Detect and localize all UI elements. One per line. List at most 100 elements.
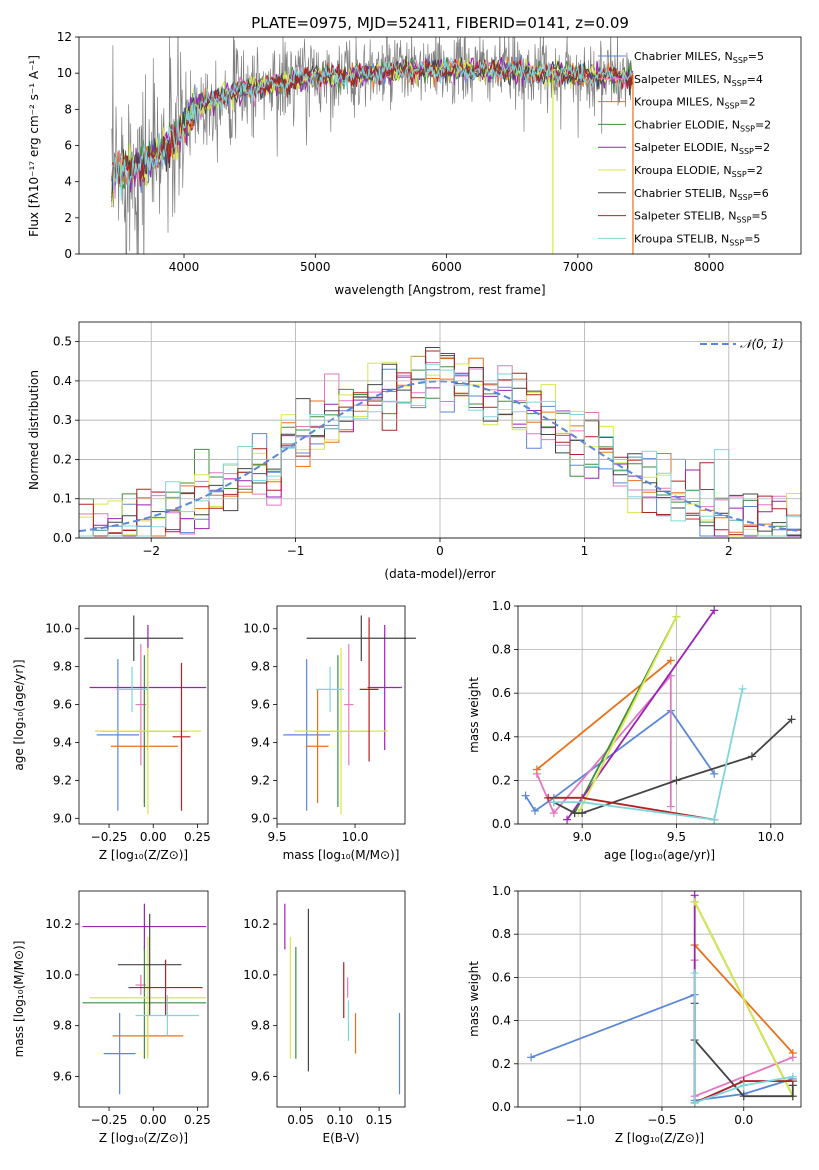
- data-point-marker: [738, 684, 747, 693]
- y-tick-label: 10.0: [243, 622, 270, 636]
- data-point-marker: [787, 715, 796, 724]
- y-tick-label: 0.8: [492, 927, 511, 941]
- x-tick-label: −2: [142, 544, 160, 558]
- y-tick-label: 9.4: [53, 735, 72, 749]
- x-tick-label: 6000: [431, 260, 462, 274]
- y-tick-label: 9.0: [251, 811, 270, 825]
- spectrum-panel: Chabrier MILES, NSSP=5 Salpeter MILES, NS…: [27, 30, 802, 297]
- y-tick-label: 0.8: [492, 643, 511, 657]
- y-tick-label: 0.4: [492, 730, 511, 744]
- spectrum-ylabel: Flux [fλ10⁻¹⁷ erg cm⁻² s⁻¹ A⁻¹]: [27, 55, 41, 237]
- mass-weight-line: [693, 901, 794, 1097]
- legend-entry-label: Chabrier ELODIE, NSSP=2: [634, 118, 771, 133]
- data-point-marker: [532, 765, 541, 774]
- y-axis-label: mass weight: [467, 961, 481, 1037]
- spectrum-legend: Chabrier MILES, NSSP=5 Salpeter MILES, NS…: [598, 50, 771, 247]
- axes-frame: [517, 890, 802, 1108]
- data-point-marker: [666, 802, 675, 811]
- x-tick-label: 0.00: [140, 1113, 167, 1127]
- legend-entry-label: Salpeter STELIB, NSSP=5: [634, 210, 768, 225]
- y-tick-label: 0.5: [53, 335, 72, 349]
- residual-histogram-panel: 𝒩(0, 1) (data-model)/error Normed distri…: [27, 321, 802, 581]
- data-point-marker: [690, 1098, 699, 1107]
- x-tick-label: 8000: [694, 260, 725, 274]
- axes-frame: [78, 605, 209, 825]
- data-point-marker: [690, 969, 699, 978]
- data-point-marker: [739, 1081, 748, 1090]
- histogram-ylabel: Normed distribution: [27, 370, 41, 490]
- x-tick-label: 2: [725, 544, 733, 558]
- mass-weight-line: [536, 659, 672, 771]
- mass-weight-line: [553, 718, 793, 814]
- x-axis-label: mass [log₁₀(M/M⊙)]: [283, 848, 400, 862]
- data-point-marker: [578, 798, 587, 807]
- legend-entry-label: Salpeter MILES, NSSP=4: [634, 73, 763, 88]
- y-tick-label: 10.0: [45, 622, 72, 636]
- y-tick-label: 0.4: [53, 374, 72, 388]
- x-axis-label: Z [log₁₀(Z/Z⊙)]: [99, 848, 188, 862]
- mass-weight-line: [566, 609, 715, 821]
- legend-entry-label: Kroupa STELIB, NSSP=5: [634, 232, 760, 247]
- x-axis-label: Z [log₁₀(Z/Z⊙)]: [99, 1131, 188, 1145]
- data-point-marker: [549, 809, 558, 818]
- data-point-marker: [544, 793, 553, 802]
- x-tick-label: −1: [287, 544, 305, 558]
- legend-entry-label: Chabrier MILES, NSSP=5: [634, 50, 764, 65]
- y-tick-label: 0: [64, 247, 72, 261]
- spectrum-axes-frame: [78, 36, 802, 255]
- data-point-marker: [563, 815, 572, 824]
- data-point-marker: [527, 1053, 536, 1062]
- data-point-marker: [788, 1092, 797, 1101]
- data-point-marker: [672, 612, 681, 621]
- data-point-marker: [788, 1072, 797, 1081]
- mass-vs-ebv-panel: 0.05 0.10 0.15 9.6 9.8 10.0 10.2 E(B-V): [243, 890, 406, 1145]
- y-tick-label: 0.2: [492, 1057, 511, 1071]
- y-tick-label: 9.8: [53, 1019, 72, 1033]
- y-tick-label: 4: [64, 175, 72, 189]
- y-tick-label: 9.8: [53, 660, 72, 674]
- spectrum-xlabel: wavelength [Angstrom, rest frame]: [334, 283, 545, 297]
- x-axis-label: age [log₁₀(age/yr)]: [604, 848, 715, 862]
- y-tick-label: 9.6: [251, 698, 270, 712]
- y-tick-label: 1.0: [492, 884, 511, 898]
- data-point-marker: [521, 791, 530, 800]
- y-axis-label: mass weight: [467, 677, 481, 753]
- data-point-marker: [666, 656, 675, 665]
- x-tick-label: 0.00: [140, 830, 167, 844]
- x-tick-label: 0.0: [734, 1113, 753, 1127]
- histogram-step-line: [79, 357, 801, 537]
- data-point-marker: [530, 806, 539, 815]
- x-tick-label: 10.0: [342, 830, 369, 844]
- histogram-xlabel: (data-model)/error: [384, 567, 495, 581]
- y-tick-label: 9.8: [251, 660, 270, 674]
- y-tick-label: 10.0: [45, 968, 72, 982]
- y-tick-label: 0.0: [492, 1100, 511, 1114]
- x-tick-label: −1.0: [566, 1113, 595, 1127]
- mass-weight-line: [693, 973, 793, 1104]
- x-tick-label: −0.25: [91, 1113, 128, 1127]
- y-tick-label: 0.2: [492, 773, 511, 787]
- histogram-legend: 𝒩(0, 1): [700, 337, 784, 351]
- data-point-marker: [690, 897, 699, 906]
- x-tick-label: 9.0: [573, 830, 592, 844]
- y-tick-label: 9.4: [251, 735, 270, 749]
- mass-weight-line: [553, 688, 744, 821]
- y-axis-label: mass [log₁₀(M/M⊙)]: [12, 941, 26, 1058]
- spectrum-lines: [111, 37, 634, 254]
- spectrum-title: PLATE=0975, MJD=52411, FIBERID=0141, z=0…: [251, 14, 629, 32]
- legend-entry-label: Salpeter ELODIE, NSSP=2: [634, 141, 770, 156]
- y-tick-label: 6: [64, 139, 72, 153]
- y-axis-label: age [log₁₀(age/yr)]: [12, 659, 26, 770]
- y-tick-label: 9.8: [251, 1019, 270, 1033]
- x-axis-label: E(B-V): [322, 1131, 359, 1145]
- y-tick-label: 9.2: [251, 773, 270, 787]
- mass-weight-line: [577, 616, 678, 814]
- y-tick-label: 8: [64, 102, 72, 116]
- y-tick-label: 12: [57, 30, 72, 44]
- y-tick-label: 10.2: [243, 917, 270, 931]
- y-tick-label: 9.0: [53, 811, 72, 825]
- y-tick-label: 10: [57, 66, 72, 80]
- x-tick-label: 0.15: [366, 1113, 393, 1127]
- y-tick-label: 1.0: [492, 599, 511, 613]
- axes-frame: [78, 890, 209, 1108]
